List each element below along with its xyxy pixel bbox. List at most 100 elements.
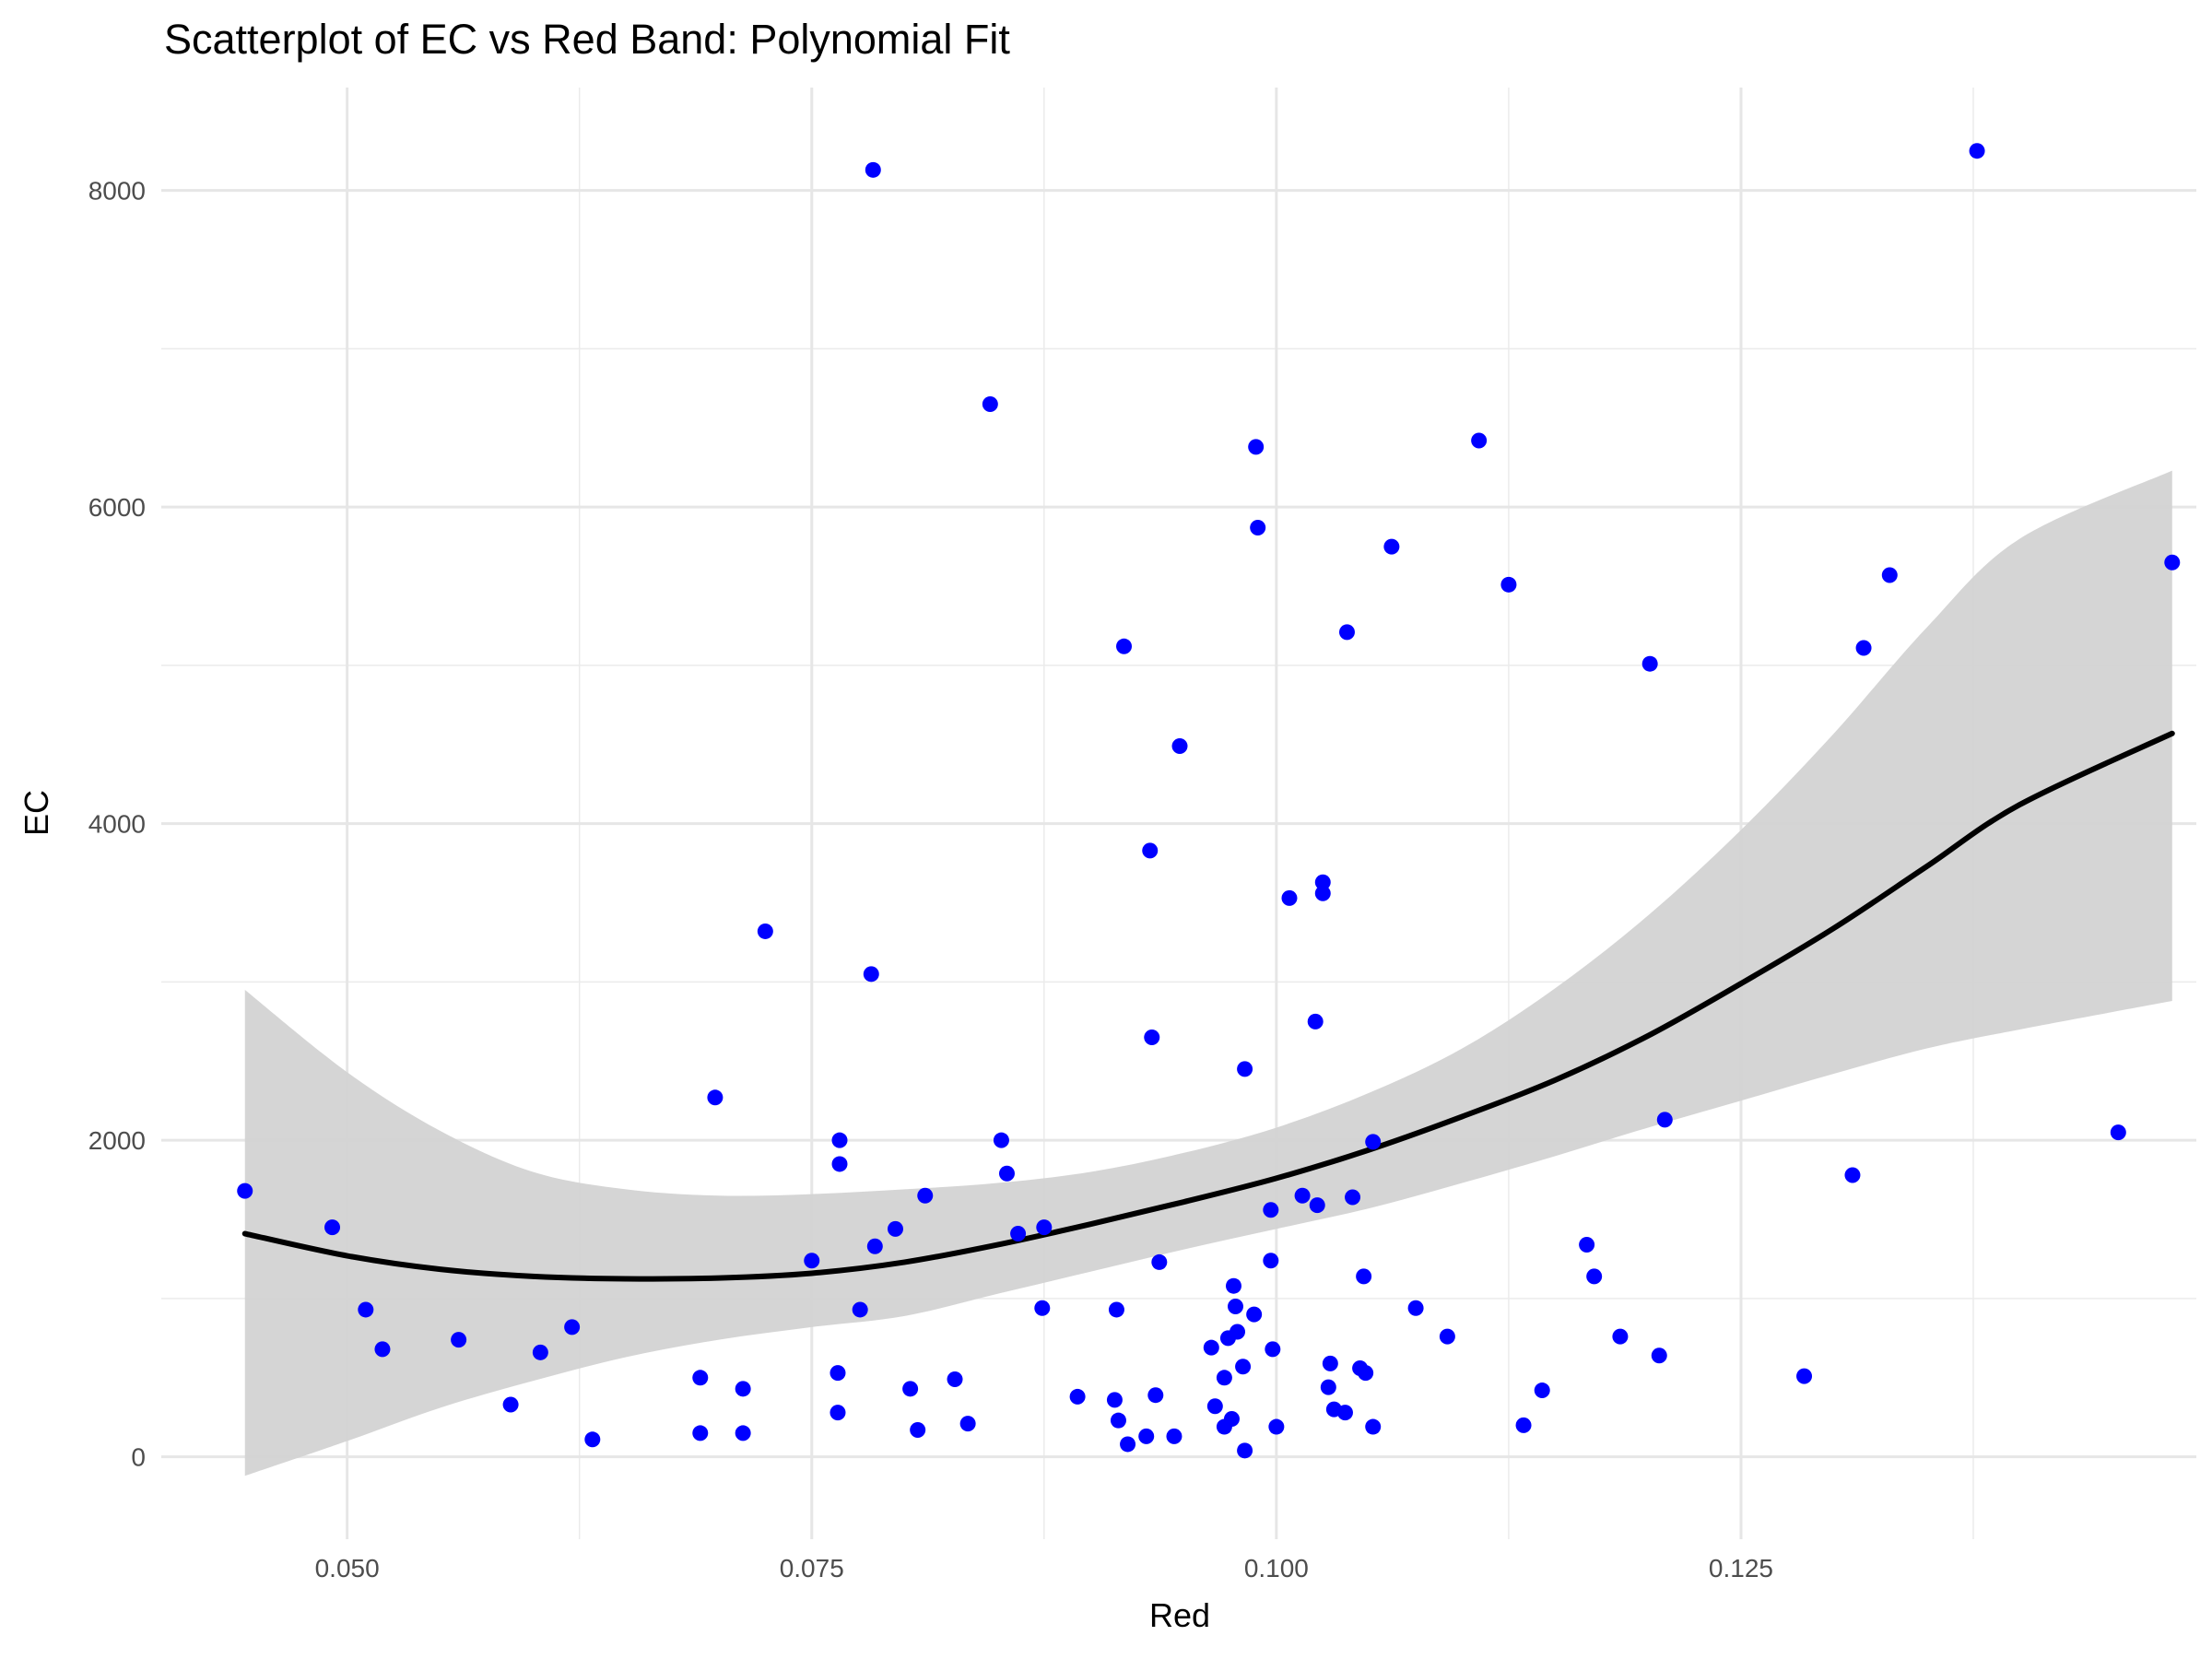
data-point	[1246, 1306, 1263, 1323]
data-point	[1281, 889, 1298, 906]
data-point	[1230, 1324, 1246, 1340]
data-point	[1294, 1187, 1311, 1204]
data-point	[1034, 1300, 1051, 1316]
data-point	[1969, 143, 1985, 159]
data-point	[863, 966, 879, 982]
data-point	[1345, 1189, 1361, 1206]
data-point	[237, 1182, 253, 1199]
data-point	[1383, 538, 1400, 555]
data-point	[1439, 1328, 1455, 1345]
data-point	[1365, 1134, 1382, 1150]
data-point	[993, 1132, 1009, 1148]
data-point	[1314, 885, 1331, 901]
y-axis-title: EC	[18, 790, 55, 836]
data-point	[1235, 1359, 1252, 1375]
data-point	[1407, 1300, 1424, 1316]
data-point	[830, 1405, 846, 1421]
data-point	[1844, 1167, 1861, 1183]
data-point	[564, 1319, 581, 1335]
data-point	[1314, 874, 1331, 890]
data-point	[1263, 1253, 1279, 1269]
confidence-band	[244, 470, 2172, 1477]
data-point	[831, 1132, 848, 1148]
data-point	[1010, 1226, 1027, 1242]
fit-line	[241, 730, 2175, 1282]
y-axis-ticks: 0 2000 4000 6000 8000	[88, 177, 146, 1472]
data-point	[1307, 1013, 1324, 1030]
data-point	[959, 1416, 976, 1432]
data-point	[947, 1371, 963, 1388]
data-point	[1248, 439, 1265, 455]
data-point	[852, 1301, 868, 1318]
data-point	[1338, 624, 1355, 641]
data-point	[374, 1341, 391, 1358]
data-point	[1265, 1341, 1281, 1358]
data-point	[2164, 554, 2181, 571]
data-point	[1796, 1368, 1813, 1384]
data-point	[451, 1332, 467, 1348]
data-point	[1228, 1299, 1244, 1315]
data-point	[1120, 1436, 1136, 1453]
data-point	[757, 923, 773, 939]
data-point	[1579, 1237, 1595, 1253]
data-point	[1656, 1112, 1673, 1128]
data-point	[1250, 519, 1266, 535]
data-point	[1358, 1365, 1374, 1382]
data-point	[1138, 1428, 1155, 1444]
data-point	[1855, 640, 1872, 656]
data-point	[1500, 576, 1517, 593]
y-tick-label: 2000	[88, 1126, 146, 1155]
data-point	[1171, 738, 1188, 755]
data-point	[1144, 1030, 1160, 1046]
data-point	[532, 1344, 548, 1360]
y-tick-label: 6000	[88, 493, 146, 522]
data-point	[1320, 1379, 1336, 1395]
data-point	[1322, 1355, 1338, 1371]
data-point	[1336, 1405, 1353, 1421]
data-point	[804, 1253, 820, 1269]
data-point	[584, 1431, 601, 1448]
y-tick-label: 0	[131, 1443, 146, 1472]
data-point	[1356, 1268, 1372, 1285]
x-tick-label: 0.100	[1244, 1554, 1309, 1583]
data-point	[1365, 1418, 1382, 1435]
x-tick-label: 0.050	[315, 1554, 380, 1583]
data-point	[1881, 567, 1898, 583]
data-point	[692, 1370, 709, 1386]
data-point	[1216, 1370, 1232, 1386]
data-point	[917, 1187, 934, 1204]
y-tick-label: 8000	[88, 177, 146, 206]
confidence-band-area	[244, 470, 2172, 1477]
data-point	[2110, 1124, 2126, 1141]
data-point	[830, 1365, 846, 1382]
data-point	[1586, 1268, 1603, 1285]
data-point	[1151, 1253, 1168, 1270]
data-point	[1203, 1339, 1219, 1356]
data-point	[1651, 1347, 1667, 1364]
data-point	[1106, 1392, 1123, 1408]
data-point	[735, 1425, 751, 1441]
fit-curve	[241, 730, 2175, 1282]
chart-title: Scatterplot of EC vs Red Band: Polynomia…	[164, 16, 1010, 63]
data-point	[1108, 1301, 1124, 1318]
x-tick-label: 0.075	[780, 1554, 844, 1583]
data-point	[735, 1381, 751, 1397]
x-axis-title: Red	[1149, 1596, 1210, 1634]
data-point	[831, 1156, 848, 1172]
data-point	[1263, 1202, 1279, 1218]
x-axis-ticks: 0.050 0.075 0.100 0.125	[315, 1554, 1773, 1583]
data-point	[1237, 1061, 1253, 1077]
data-point	[866, 1238, 883, 1254]
data-point	[692, 1425, 709, 1441]
data-point	[1641, 655, 1658, 672]
data-point	[1116, 638, 1133, 654]
data-point	[1237, 1442, 1253, 1459]
scatter-points	[237, 143, 2181, 1459]
data-point	[1223, 1410, 1240, 1427]
data-point	[887, 1220, 903, 1237]
data-point	[902, 1381, 919, 1397]
data-point	[1142, 842, 1159, 859]
data-point	[1515, 1417, 1532, 1433]
data-point	[502, 1396, 519, 1413]
